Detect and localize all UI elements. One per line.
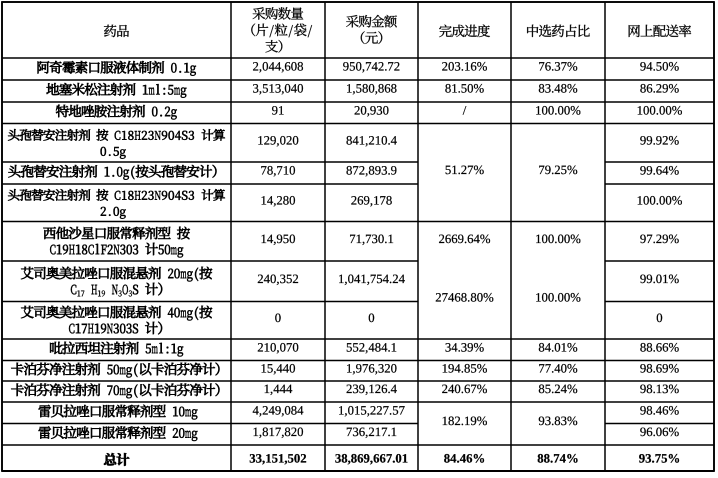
svg-text:1,015,227.57: 1,015,227.57 — [338, 403, 405, 417]
svg-text:2669.64%: 2669.64% — [438, 232, 490, 246]
svg-text:269,178: 269,178 — [351, 193, 392, 207]
svg-text:81.50%: 81.50% — [445, 82, 485, 96]
svg-text:841,210.4: 841,210.4 — [346, 133, 398, 147]
svg-text:78,710: 78,710 — [260, 164, 295, 178]
svg-text:100.00%: 100.00% — [637, 193, 683, 207]
svg-text:100.00%: 100.00% — [535, 291, 581, 305]
svg-text:0: 0 — [275, 311, 281, 325]
svg-text:85.24%: 85.24% — [538, 382, 578, 396]
svg-text:/: / — [463, 103, 467, 117]
svg-text:552,484.1: 552,484.1 — [346, 340, 397, 354]
svg-text:1,444: 1,444 — [264, 382, 293, 396]
svg-text:34.39%: 34.39% — [445, 340, 485, 354]
svg-text:1,817,820: 1,817,820 — [253, 425, 304, 439]
svg-text:79.25%: 79.25% — [538, 163, 578, 177]
svg-text:1,580,868: 1,580,868 — [346, 82, 397, 96]
svg-text:950,742.72: 950,742.72 — [343, 60, 400, 74]
svg-text:1,041,754.24: 1,041,754.24 — [338, 272, 406, 286]
svg-text:100.00%: 100.00% — [535, 103, 581, 117]
svg-text:240.67%: 240.67% — [442, 382, 488, 396]
svg-text:0: 0 — [656, 311, 662, 325]
svg-text:100.00%: 100.00% — [637, 103, 683, 117]
svg-text:15,440: 15,440 — [260, 361, 295, 375]
svg-text:2,044,608: 2,044,608 — [253, 60, 304, 74]
svg-text:88.66%: 88.66% — [640, 340, 680, 354]
svg-text:872,893.9: 872,893.9 — [346, 164, 397, 178]
svg-text:76.37%: 76.37% — [538, 60, 578, 74]
svg-text:97.29%: 97.29% — [640, 232, 680, 246]
svg-text:99.92%: 99.92% — [640, 133, 680, 147]
svg-text:182.19%: 182.19% — [442, 414, 488, 428]
svg-text:203.16%: 203.16% — [442, 60, 488, 74]
svg-text:99.01%: 99.01% — [640, 272, 680, 286]
svg-text:51.27%: 51.27% — [445, 163, 485, 177]
svg-text:0: 0 — [368, 311, 374, 325]
svg-text:14,280: 14,280 — [260, 193, 295, 207]
svg-text:14,950: 14,950 — [260, 232, 295, 246]
svg-text:27468.80%: 27468.80% — [435, 291, 494, 305]
svg-text:91: 91 — [272, 103, 285, 117]
svg-text:84.01%: 84.01% — [538, 340, 578, 354]
svg-text:84.46%: 84.46% — [444, 452, 485, 466]
svg-text:83.48%: 83.48% — [538, 82, 578, 96]
svg-text:1,976,320: 1,976,320 — [346, 361, 397, 375]
svg-text:77.40%: 77.40% — [538, 361, 578, 375]
svg-text:3,513,040: 3,513,040 — [253, 82, 304, 96]
svg-text:88.74%: 88.74% — [537, 452, 578, 466]
svg-text:20,930: 20,930 — [354, 103, 389, 117]
svg-text:100.00%: 100.00% — [535, 232, 581, 246]
svg-text:99.64%: 99.64% — [640, 164, 680, 178]
svg-text:38,869,667.01: 38,869,667.01 — [335, 452, 408, 466]
svg-text:98.13%: 98.13% — [640, 382, 680, 396]
svg-text:93.83%: 93.83% — [538, 414, 578, 428]
svg-text:129,020: 129,020 — [257, 133, 298, 147]
svg-text:239,126.4: 239,126.4 — [346, 382, 398, 396]
svg-text:736,217.1: 736,217.1 — [346, 425, 397, 439]
svg-text:93.75%: 93.75% — [639, 452, 680, 466]
svg-text:98.69%: 98.69% — [640, 361, 680, 375]
svg-text:194.85%: 194.85% — [442, 361, 488, 375]
svg-text:4,249,084: 4,249,084 — [253, 403, 305, 417]
svg-text:94.50%: 94.50% — [640, 60, 680, 74]
svg-text:210,070: 210,070 — [257, 340, 298, 354]
svg-text:86.29%: 86.29% — [640, 82, 680, 96]
svg-text:71,730.1: 71,730.1 — [349, 232, 394, 246]
svg-text:33,151,502: 33,151,502 — [249, 452, 306, 466]
svg-text:240,352: 240,352 — [257, 272, 298, 286]
svg-text:96.06%: 96.06% — [640, 425, 680, 439]
svg-text:98.46%: 98.46% — [640, 403, 680, 417]
